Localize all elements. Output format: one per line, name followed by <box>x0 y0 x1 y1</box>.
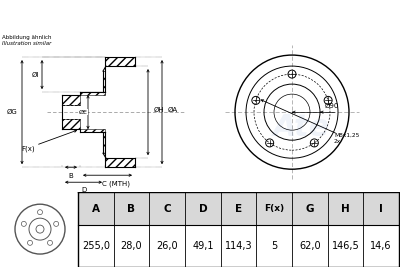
Text: Ø90: Ø90 <box>325 103 339 109</box>
Text: 5: 5 <box>271 241 277 251</box>
Text: G: G <box>306 204 314 214</box>
Text: Abbildung ähnlich: Abbildung ähnlich <box>2 35 52 40</box>
Bar <box>114 192 149 225</box>
Text: ØI: ØI <box>31 72 39 78</box>
Text: I: I <box>379 204 383 214</box>
Bar <box>105 158 135 167</box>
Text: A: A <box>92 204 100 214</box>
Text: Illustration similar: Illustration similar <box>2 41 51 46</box>
Text: B: B <box>128 204 136 214</box>
Text: M8x1,25
2x: M8x1,25 2x <box>334 132 359 144</box>
Bar <box>103 71 105 92</box>
Bar <box>221 192 256 225</box>
Text: 146,5: 146,5 <box>332 241 359 251</box>
Text: D: D <box>198 204 207 214</box>
Bar <box>62 119 80 129</box>
Text: 49,1: 49,1 <box>192 241 214 251</box>
Text: 255,0: 255,0 <box>82 241 110 251</box>
Bar <box>103 132 105 153</box>
Text: F(x): F(x) <box>264 204 284 213</box>
Text: B: B <box>69 173 73 179</box>
Text: D: D <box>81 187 86 193</box>
Bar <box>256 192 292 225</box>
Text: C: C <box>163 204 171 214</box>
Bar <box>328 192 363 225</box>
Text: ØG: ØG <box>7 109 17 115</box>
Text: 428114: 428114 <box>269 7 339 25</box>
Bar <box>363 192 399 225</box>
Text: 26,0: 26,0 <box>156 241 178 251</box>
Text: C (MTH): C (MTH) <box>102 180 130 187</box>
Bar <box>80 129 105 132</box>
Text: ØE: ØE <box>78 110 88 115</box>
Text: Ate: Ate <box>273 113 331 142</box>
Text: ØH: ØH <box>154 107 165 113</box>
Text: E: E <box>235 204 242 214</box>
Bar <box>78 192 114 225</box>
Text: ØA: ØA <box>168 107 178 113</box>
Text: 114,3: 114,3 <box>225 241 252 251</box>
Text: 14,6: 14,6 <box>370 241 392 251</box>
Bar <box>149 192 185 225</box>
Bar <box>292 192 328 225</box>
Bar <box>185 192 221 225</box>
Text: H: H <box>341 204 350 214</box>
Text: 62,0: 62,0 <box>299 241 321 251</box>
Text: 24.0128-0114.1: 24.0128-0114.1 <box>75 7 221 25</box>
Text: F(x): F(x) <box>21 146 35 152</box>
Bar <box>62 95 80 105</box>
Bar <box>105 57 135 66</box>
Bar <box>80 92 105 95</box>
Text: 28,0: 28,0 <box>121 241 142 251</box>
